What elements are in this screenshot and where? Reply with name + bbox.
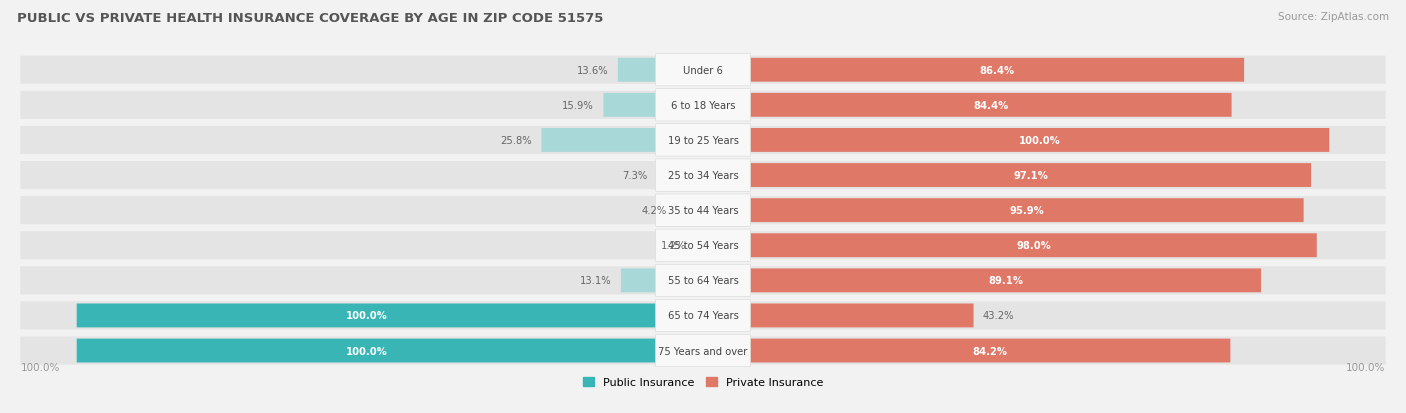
Text: 35 to 44 Years: 35 to 44 Years (668, 206, 738, 216)
FancyBboxPatch shape (655, 195, 751, 227)
FancyBboxPatch shape (749, 94, 1232, 117)
FancyBboxPatch shape (749, 59, 1244, 83)
FancyBboxPatch shape (655, 124, 751, 157)
Text: 100.0%: 100.0% (346, 346, 387, 356)
Text: 25 to 34 Years: 25 to 34 Years (668, 171, 738, 180)
Text: 86.4%: 86.4% (980, 66, 1015, 76)
Text: 65 to 74 Years: 65 to 74 Years (668, 311, 738, 320)
Text: 15.9%: 15.9% (562, 101, 593, 111)
FancyBboxPatch shape (655, 55, 751, 87)
Legend: Public Insurance, Private Insurance: Public Insurance, Private Insurance (579, 373, 827, 392)
FancyBboxPatch shape (20, 337, 1386, 365)
FancyBboxPatch shape (20, 197, 1386, 225)
Text: 19 to 25 Years: 19 to 25 Years (668, 135, 738, 146)
FancyBboxPatch shape (655, 230, 751, 262)
Text: 100.0%: 100.0% (346, 311, 387, 320)
Text: 43.2%: 43.2% (983, 311, 1015, 320)
Text: 100.0%: 100.0% (1347, 362, 1386, 372)
FancyBboxPatch shape (749, 304, 973, 328)
Text: 13.1%: 13.1% (579, 275, 612, 286)
FancyBboxPatch shape (749, 339, 1230, 363)
Text: 45 to 54 Years: 45 to 54 Years (668, 241, 738, 251)
Text: 75 Years and over: 75 Years and over (658, 346, 748, 356)
Text: 100.0%: 100.0% (20, 362, 59, 372)
FancyBboxPatch shape (655, 159, 751, 192)
FancyBboxPatch shape (20, 301, 1386, 330)
FancyBboxPatch shape (20, 161, 1386, 190)
Text: 13.6%: 13.6% (576, 66, 609, 76)
FancyBboxPatch shape (749, 234, 1317, 258)
FancyBboxPatch shape (655, 265, 751, 297)
Text: 55 to 64 Years: 55 to 64 Years (668, 275, 738, 286)
Text: 7.3%: 7.3% (623, 171, 648, 180)
Text: 95.9%: 95.9% (1010, 206, 1045, 216)
FancyBboxPatch shape (20, 92, 1386, 120)
Text: Source: ZipAtlas.com: Source: ZipAtlas.com (1278, 12, 1389, 22)
FancyBboxPatch shape (617, 59, 657, 83)
FancyBboxPatch shape (20, 267, 1386, 294)
Text: 84.4%: 84.4% (973, 101, 1008, 111)
FancyBboxPatch shape (77, 339, 657, 363)
FancyBboxPatch shape (749, 269, 1261, 292)
FancyBboxPatch shape (655, 299, 751, 332)
FancyBboxPatch shape (749, 164, 1312, 188)
FancyBboxPatch shape (20, 232, 1386, 260)
FancyBboxPatch shape (541, 129, 657, 152)
FancyBboxPatch shape (749, 129, 1329, 152)
FancyBboxPatch shape (20, 127, 1386, 154)
Text: Under 6: Under 6 (683, 66, 723, 76)
Text: 1.2%: 1.2% (661, 241, 686, 251)
FancyBboxPatch shape (20, 57, 1386, 85)
FancyBboxPatch shape (603, 94, 657, 117)
Text: 4.2%: 4.2% (643, 206, 668, 216)
FancyBboxPatch shape (77, 304, 657, 328)
FancyBboxPatch shape (749, 199, 1303, 223)
Text: 100.0%: 100.0% (1019, 135, 1060, 146)
FancyBboxPatch shape (621, 269, 657, 292)
Text: 97.1%: 97.1% (1014, 171, 1047, 180)
Text: 84.2%: 84.2% (973, 346, 1008, 356)
Text: 6 to 18 Years: 6 to 18 Years (671, 101, 735, 111)
Text: PUBLIC VS PRIVATE HEALTH INSURANCE COVERAGE BY AGE IN ZIP CODE 51575: PUBLIC VS PRIVATE HEALTH INSURANCE COVER… (17, 12, 603, 25)
Text: 25.8%: 25.8% (501, 135, 531, 146)
FancyBboxPatch shape (655, 90, 751, 122)
FancyBboxPatch shape (655, 335, 751, 367)
Text: 89.1%: 89.1% (988, 275, 1024, 286)
Text: 98.0%: 98.0% (1017, 241, 1050, 251)
